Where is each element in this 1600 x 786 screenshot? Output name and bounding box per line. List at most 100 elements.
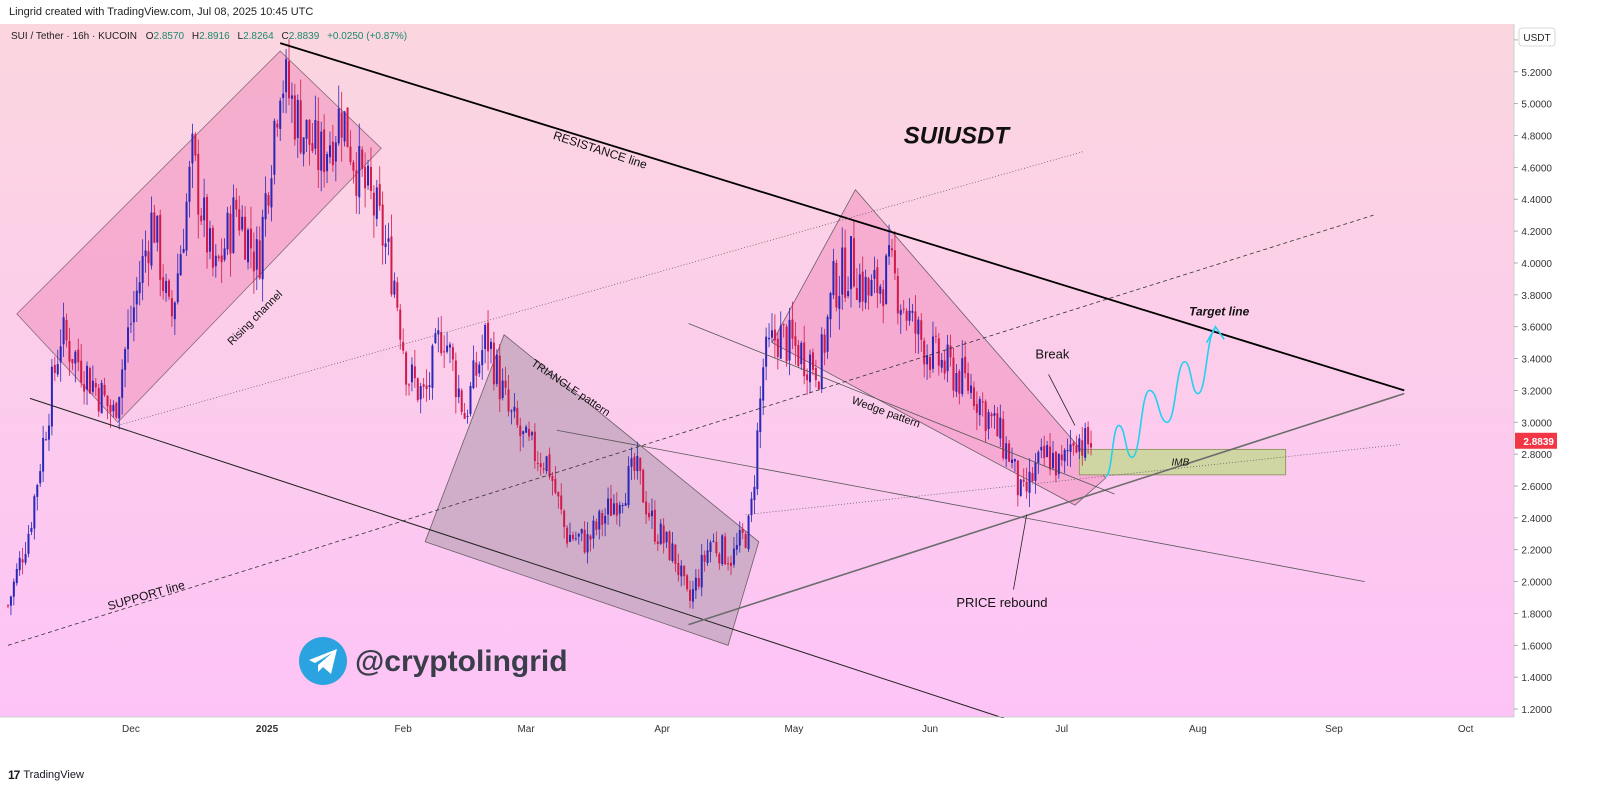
candle [712,533,715,543]
candle [791,301,794,350]
candle-body [753,486,756,501]
candle [732,536,735,568]
candle [601,509,604,537]
candle [27,525,30,558]
candle [252,232,255,294]
candle [244,206,247,260]
candle-body [949,345,952,358]
candle [475,351,478,388]
candle [118,396,121,430]
chart-area[interactable]: SUIUSDT RESISTANCE line SUPPORT line Rising… [0,24,1600,764]
bottom-bar: 17 TradingView [0,764,1600,786]
candle-body [369,166,372,191]
candle-body [129,323,132,325]
candle [9,595,12,616]
time-axis[interactable]: Dec 2025 Feb Mar Apr May Jun Jul Aug Sep Oct [0,24,1600,740]
candle [636,441,639,480]
candle-body [911,310,914,313]
candle-body [305,120,308,139]
candle [410,357,413,392]
candle [472,345,475,390]
candle [349,130,352,166]
candle [949,334,952,367]
candle-body [185,201,188,251]
candle [381,191,384,265]
candle-body [487,322,490,352]
candle-body [694,577,697,591]
candle-body [270,178,273,208]
candle-body [288,61,291,99]
candle-body [882,289,885,307]
candle-body [1066,450,1069,452]
candle [510,409,513,425]
candle-body [481,350,484,366]
candle-body [516,407,519,426]
candle-body [299,100,302,153]
candle-body [320,131,323,171]
candle [267,191,270,214]
candle [346,107,349,148]
candle-body [182,248,185,253]
candle [1081,427,1084,466]
candle [144,230,147,273]
candle [203,178,206,238]
candle-body [94,383,97,388]
candle-body [408,384,411,386]
candle-body [437,330,440,335]
candle [1057,453,1060,479]
candle-body [179,254,182,276]
candle [548,447,551,480]
candle [934,326,937,344]
candle-body [167,280,170,297]
candle-body [203,197,206,221]
candle [443,335,446,368]
dashed-trend-line [7,214,1374,646]
candle-body [264,193,267,220]
candle-body [993,413,996,416]
candle [972,381,975,411]
time-tick-label: Jun [922,724,938,735]
candle [806,368,809,395]
candle-body [1019,479,1022,496]
candle-body [838,296,841,309]
candle [24,542,27,566]
candle [683,565,686,586]
candle [580,528,583,542]
candle-body [258,240,261,279]
candle-body [176,273,179,303]
candle [495,349,498,387]
candle [88,366,91,394]
price-axis[interactable]: 5.40005.20005.00004.80004.60004.40004.20… [1513,24,1557,717]
candle-body [905,310,908,321]
candle [899,304,902,334]
candle-body [50,366,53,427]
candle [200,207,203,226]
candle-body [74,351,77,364]
rebound-arrow [1013,514,1028,590]
candle-body [276,123,279,128]
tradingview-logo[interactable]: 17 TradingView [8,768,84,782]
candle [77,338,80,372]
candle [138,261,141,306]
candle [413,349,416,388]
candle [129,305,132,334]
candle [264,176,267,237]
candle-body [829,293,832,320]
candle [850,236,853,308]
candle [528,421,531,442]
candle [165,273,168,302]
candle [765,327,768,381]
candle [958,368,961,405]
candle-body [583,529,586,553]
candle [674,544,677,573]
candle [1087,421,1090,454]
candle-body [934,335,937,337]
candle [990,411,993,428]
candle-body [539,463,542,468]
candle-body [308,119,311,145]
candle-body [1013,459,1016,462]
candle [501,368,504,401]
candle [864,269,867,310]
candle-body [893,250,896,274]
